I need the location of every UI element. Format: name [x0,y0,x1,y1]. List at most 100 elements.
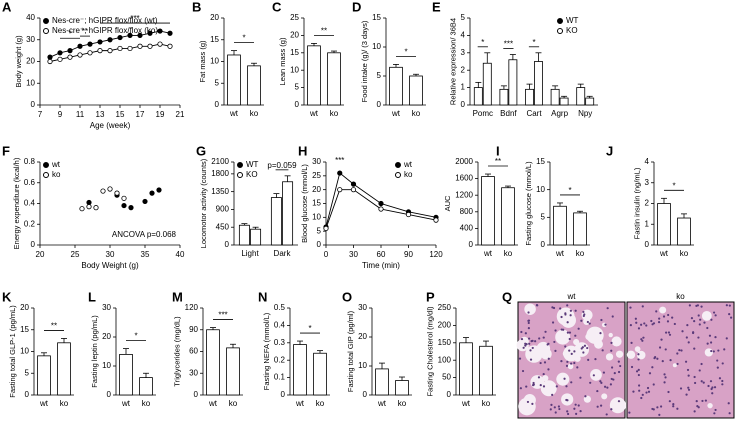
y-tick-label: 2000 [455,157,473,166]
nucleus [692,331,695,335]
data-point [167,30,173,36]
data-point [77,43,83,49]
nucleus [531,346,534,350]
nucleus [602,371,605,374]
significance-label: ** [495,157,501,166]
y-tick-label: 0.6 [24,178,36,187]
lipid-droplet [524,303,536,315]
nucleus [524,342,527,345]
nucleus [730,316,733,319]
nucleus [569,314,572,317]
y-tick-label: 450 [216,222,230,231]
nucleus [663,381,666,384]
y-axis-label: Blood glucose (mmol/L) [300,164,309,243]
data-point [142,198,148,205]
lipid-droplet [540,380,557,397]
nucleus [610,349,613,352]
y-tick-label: 5 [317,226,322,235]
nucleus [728,412,731,415]
nucleus [653,357,656,360]
nucleus [600,318,603,322]
nucleus [707,384,710,388]
nucleus [697,406,700,409]
nucleus [544,330,547,333]
nucleus [610,341,613,344]
nucleus [686,368,690,372]
significance-label: p=0.059 [267,161,297,170]
nucleus [586,346,589,350]
y-tick-label: 800 [460,207,474,216]
nucleus [710,349,713,353]
panel-letter: J [606,143,613,158]
y-tick-label: 20 [210,13,219,22]
data-point [107,186,113,192]
nucleus [609,383,612,386]
lipid-droplet [615,350,624,358]
y-tick-label: 0 [225,240,230,249]
legend-marker [395,172,401,178]
x-tick-label: wt [659,249,669,258]
nucleus [520,330,523,334]
series-line [325,172,437,228]
nucleus [617,400,621,403]
bar [573,212,587,246]
nucleus [648,372,652,375]
significance-label: * [481,38,484,47]
x-tick-label: ko [330,109,339,118]
nucleus [640,396,643,400]
nucleus [603,385,607,388]
panel-letter: H [298,143,307,158]
y-tick-label: 50 [442,373,451,382]
data-point [47,58,53,65]
data-point [127,32,133,39]
nucleus [610,377,613,381]
nucleus [640,338,643,341]
significance-label: * [532,38,535,47]
lipid-droplet [704,348,713,357]
y-tick-label: 5 [295,83,300,92]
nucleus [553,340,556,344]
image-label: wt [567,292,577,301]
data-point [117,34,123,41]
nucleus [716,366,719,369]
nucleus [584,395,587,398]
nucleus [536,304,539,307]
nucleus [599,380,602,383]
data-point [121,195,127,201]
significance-label: * [672,181,675,190]
nucleus [646,386,650,390]
nucleus [672,403,675,406]
nucleus [630,365,634,369]
nucleus [531,402,534,405]
data-point [137,32,143,39]
nucleus [699,318,702,321]
nucleus [684,360,688,363]
nucleus [542,372,545,376]
data-point [128,205,134,211]
y-tick-label: 20 [102,332,111,341]
y-tick-label: 0.2 [24,219,36,228]
nucleus [542,336,545,339]
lipid-droplet [659,306,667,314]
bar [227,54,241,106]
y-tick-label: 30 [26,35,35,44]
nucleus [629,306,632,309]
panel-letter: P [426,289,435,304]
annotation: ANCOVA p=0.068 [112,230,177,239]
nucleus [637,358,640,361]
bar [389,66,403,106]
y-tick-label: 20 [20,303,29,312]
significance-label: *** [504,40,513,49]
legend-marker [43,28,49,34]
nucleus [566,331,569,334]
x-tick-label: ko [412,109,421,118]
x-tick-label: 13 [96,110,105,119]
bar [57,342,71,396]
data-point [107,48,113,54]
y-tick-label: 10 [102,361,111,370]
data-point [378,200,384,207]
nucleus [522,346,525,349]
data-point [137,43,143,49]
y-tick-label: 0 [215,100,220,109]
nucleus [581,346,584,349]
